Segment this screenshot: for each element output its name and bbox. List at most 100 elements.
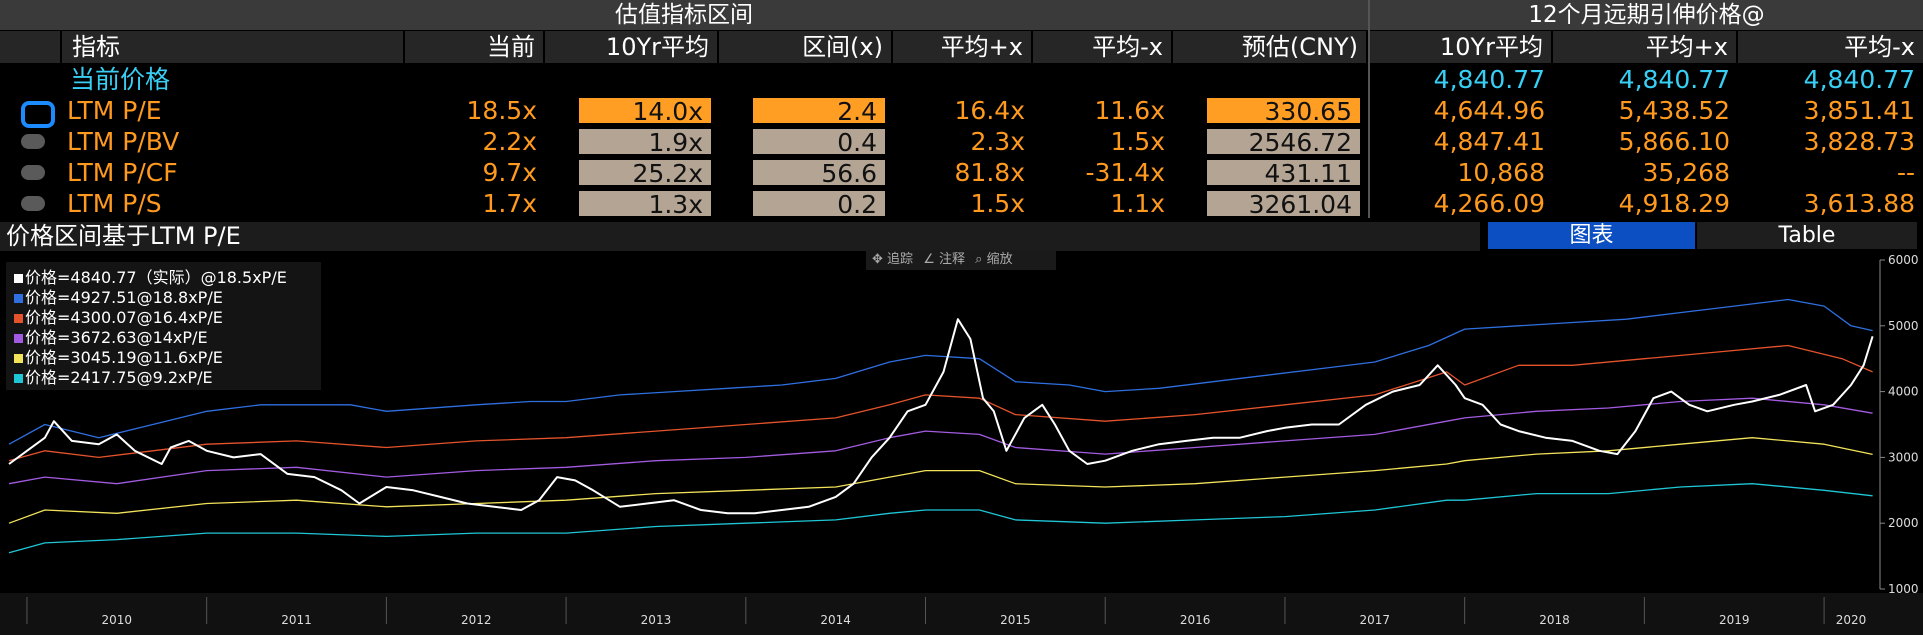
cell-range[interactable]: 56.6 (752, 159, 886, 187)
y-tick-label: 4000 (1888, 385, 1919, 399)
metric-label: LTM P/E (67, 96, 162, 125)
cell-r_avg10: 4,266.09 (1433, 189, 1545, 218)
col-range[interactable]: 区间(x) (719, 31, 893, 63)
cell-plus: 1.5x (970, 189, 1025, 218)
cell-est[interactable]: 431.11 (1206, 159, 1361, 187)
current-price-fwd-minus: 4,840.77 (1803, 65, 1915, 94)
col-avg-minus[interactable]: 平均-x (1033, 31, 1173, 63)
metric-row[interactable]: LTM P/CF 9.7x 25.2x 56.6 81.8x -31.4x 431.11 10… (0, 157, 1923, 188)
chart-legend: 价格=4840.77（实际）@18.5xP/E 价格=4927.51@18.8xP… (6, 262, 321, 390)
col-estimate[interactable]: 预估(CNY) (1173, 31, 1368, 63)
col-fwd-avg-plus[interactable]: 平均+x (1553, 31, 1738, 63)
cell-range[interactable]: 2.4 (752, 97, 886, 125)
col-current[interactable]: 当前 (405, 31, 545, 63)
cell-avg10[interactable]: 1.9x (578, 128, 712, 156)
x-axis-band (0, 593, 1923, 635)
tab-table[interactable]: Table (1697, 222, 1917, 249)
cell-r_minus: 3,613.88 (1803, 189, 1915, 218)
cell-minus: 1.5x (1110, 127, 1165, 156)
col-metric[interactable]: 指标 (62, 31, 405, 63)
y-tick-label: 3000 (1888, 450, 1919, 464)
series-line (8, 483, 1873, 554)
legend-label: 价格=3045.19@11.6xP/E (25, 348, 223, 367)
col-10yr-avg[interactable]: 10Yr平均 (545, 31, 719, 63)
legend-swatch (14, 294, 23, 303)
cell-current: 2.2x (482, 127, 537, 156)
x-tick-label: 2013 (641, 613, 672, 627)
x-tick-label: 2019 (1719, 613, 1750, 627)
cell-plus: 2.3x (970, 127, 1025, 156)
x-tick-label: 2014 (820, 613, 851, 627)
current-price-row: 当前价格 4,840.77 4,840.77 4,840.77 (0, 64, 1923, 95)
row-select-radio[interactable] (21, 196, 45, 211)
chart-toolbar: ✥ 追踪 ∠ 注释 ⌕ 缩放 (866, 250, 1056, 270)
annotate-tool[interactable]: ∠ 注释 (923, 252, 965, 267)
y-tick-label: 6000 (1888, 253, 1919, 267)
metric-label: LTM P/BV (67, 127, 180, 156)
x-tick-label: 2017 (1360, 613, 1391, 627)
cell-range[interactable]: 0.4 (752, 128, 886, 156)
legend-swatch (14, 374, 23, 383)
series-line (8, 298, 1873, 445)
cell-avg10[interactable]: 14.0x (578, 97, 712, 125)
metric-row[interactable]: LTM P/E 18.5x 14.0x 2.4 16.4x 11.6x 330.65 4,64… (0, 95, 1923, 128)
cell-est[interactable]: 2546.72 (1206, 128, 1361, 156)
series-line (8, 318, 1874, 515)
col-fwd-10yr-avg[interactable]: 10Yr平均 (1370, 31, 1553, 63)
cell-r_minus: -- (1896, 158, 1915, 187)
legend-label: 价格=4840.77（实际）@18.5xP/E (25, 268, 287, 287)
col-avg-plus[interactable]: 平均+x (893, 31, 1033, 63)
x-tick-label: 2016 (1180, 613, 1211, 627)
cell-current: 18.5x (466, 96, 537, 125)
valuation-range-header: 估值指标区间 (0, 0, 1368, 30)
x-tick-label: 2018 (1539, 613, 1570, 627)
current-price-label: 当前价格 (70, 65, 171, 94)
cell-r_avg10: 4,847.41 (1433, 127, 1545, 156)
metric-row[interactable]: LTM P/BV 2.2x 1.9x 0.4 2.3x 1.5x 2546.72 4,847.… (0, 126, 1923, 157)
cell-r_minus: 3,828.73 (1803, 127, 1915, 156)
legend-swatch (14, 274, 23, 283)
zoom-tool[interactable]: ⌕ 缩放 (975, 252, 1013, 267)
legend-swatch (14, 314, 23, 323)
legend-label: 价格=2417.75@9.2xP/E (25, 368, 213, 387)
cell-minus: 11.6x (1094, 96, 1165, 125)
cell-r_avg10: 10,868 (1457, 158, 1545, 187)
legend-swatch (14, 334, 23, 343)
cell-plus: 16.4x (954, 96, 1025, 125)
tab-chart[interactable]: 图表 (1488, 222, 1695, 249)
cell-r_plus: 5,438.52 (1618, 96, 1730, 125)
cell-avg10[interactable]: 25.2x (578, 159, 712, 187)
x-tick-label: 2011 (281, 613, 312, 627)
series-line (8, 437, 1873, 524)
row-select-radio[interactable] (21, 165, 45, 180)
metric-row[interactable]: LTM P/S 1.7x 1.3x 0.2 1.5x 1.1x 3261.04 4,266.0… (0, 188, 1923, 219)
legend-item: 价格=4300.07@16.4xP/E (14, 308, 223, 327)
x-tick-label: 2015 (1000, 613, 1031, 627)
col-blank (0, 31, 62, 63)
chart-title: 价格区间基于LTM P/E (0, 222, 1480, 251)
row-select-radio[interactable] (21, 134, 45, 149)
x-tick-label: 2020 (1836, 613, 1867, 627)
legend-swatch (14, 354, 23, 363)
forward-price-header: 12个月远期引伸价格@ (1370, 0, 1923, 30)
legend-item: 价格=3045.19@11.6xP/E (14, 348, 223, 367)
cell-avg10[interactable]: 1.3x (578, 190, 712, 218)
row-select-radio[interactable] (21, 101, 55, 128)
price-band-chart[interactable]: 1000 2000 3000 4000 5000 6000 2010 2011 2012 2013… (0, 252, 1923, 635)
cell-r_plus: 5,866.10 (1618, 127, 1730, 156)
current-price-fwd-avg: 4,840.77 (1433, 65, 1545, 94)
current-price-fwd-plus: 4,840.77 (1618, 65, 1730, 94)
cell-r_plus: 4,918.29 (1618, 189, 1730, 218)
track-tool[interactable]: ✥ 追踪 (872, 252, 914, 267)
metric-label: LTM P/CF (67, 158, 178, 187)
cell-est[interactable]: 3261.04 (1206, 190, 1361, 218)
legend-item: 价格=4927.51@18.8xP/E (14, 288, 223, 307)
legend-label: 价格=4300.07@16.4xP/E (25, 308, 223, 327)
cell-plus: 81.8x (954, 158, 1025, 187)
cell-est[interactable]: 330.65 (1206, 97, 1361, 125)
cell-range[interactable]: 0.2 (752, 190, 886, 218)
y-tick-label: 5000 (1888, 319, 1919, 333)
x-tick-label: 2012 (461, 613, 492, 627)
cell-minus: 1.1x (1110, 189, 1165, 218)
col-fwd-avg-minus[interactable]: 平均-x (1738, 31, 1923, 63)
